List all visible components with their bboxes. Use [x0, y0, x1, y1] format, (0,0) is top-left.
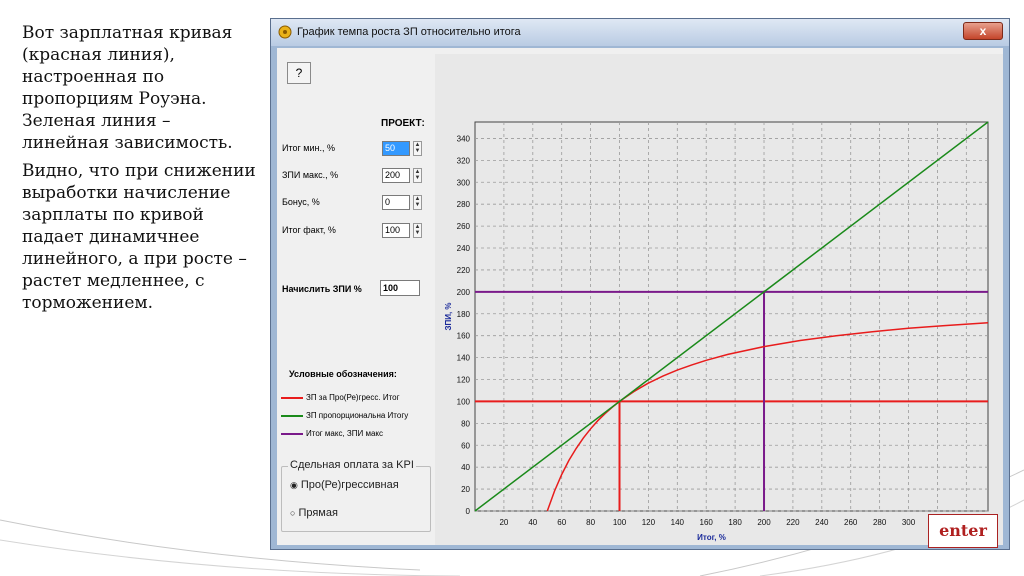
- x-tick-label: 100: [613, 518, 627, 527]
- y-tick-label: 240: [457, 244, 471, 253]
- legend-label-red: ЗП за Про(Ре)гресс. Итог: [306, 393, 400, 402]
- legend-swatch-purple: [281, 432, 303, 435]
- project-label: ПРОЕКТ:: [381, 118, 425, 129]
- x-tick-label: 60: [557, 518, 566, 527]
- accrue-label: Начислить ЗПИ %: [282, 284, 362, 294]
- x-tick-label: 80: [586, 518, 595, 527]
- help-button[interactable]: ?: [287, 62, 311, 84]
- itog-fact-stepper[interactable]: ▲ ▼: [413, 223, 422, 238]
- x-tick-label: 220: [786, 518, 800, 527]
- x-tick-label: 260: [844, 518, 858, 527]
- legend-item-red: ЗП за Про(Ре)гресс. Итог: [281, 393, 400, 402]
- slide-text: Вот зарплатная кривая (красная линия), н…: [22, 22, 260, 320]
- legend-item-green: ЗП пропорциональна Итогу: [281, 411, 408, 420]
- x-tick-label: 280: [873, 518, 887, 527]
- y-tick-label: 260: [457, 222, 471, 231]
- y-tick-label: 220: [457, 266, 471, 275]
- radio-progressive[interactable]: ◉ Про(Ре)грессивная: [290, 479, 399, 491]
- itog-fact-input[interactable]: 100: [382, 223, 410, 238]
- window-titlebar[interactable]: График темпа роста ЗП относительно итога…: [271, 19, 1009, 46]
- enter-button[interactable]: enter: [928, 514, 998, 548]
- field-label-bonus: Бонус, %: [282, 197, 320, 207]
- y-tick-label: 280: [457, 200, 471, 209]
- x-tick-label: 120: [642, 518, 656, 527]
- radio-progressive-label: Про(Ре)грессивная: [300, 479, 399, 491]
- y-tick-label: 320: [457, 156, 471, 165]
- y-tick-label: 340: [457, 134, 471, 143]
- x-tick-label: 160: [700, 518, 714, 527]
- slide-paragraph-1: Вот зарплатная кривая (красная линия), н…: [22, 23, 233, 153]
- itog-min-input[interactable]: 50: [382, 141, 410, 156]
- chart-window: График темпа роста ЗП относительно итога…: [270, 18, 1010, 550]
- x-tick-label: 300: [902, 518, 916, 527]
- radio-direct-label: Прямая: [298, 507, 338, 519]
- y-tick-label: 120: [457, 376, 471, 385]
- y-tick-label: 40: [461, 463, 470, 472]
- payment-group-title: Сдельная оплата за KPI: [288, 459, 416, 471]
- window-title: График темпа роста ЗП относительно итога: [297, 26, 521, 38]
- y-tick-label: 140: [457, 354, 471, 363]
- window-client: ? ПРОЕКТ: Итог мин., % 50 ▲ ▼ ЗПИ макс., …: [277, 48, 1003, 545]
- close-icon: x: [979, 24, 987, 38]
- itog-min-stepper[interactable]: ▲ ▼: [413, 141, 422, 156]
- y-tick-label: 160: [457, 332, 471, 341]
- y-tick-label: 20: [461, 485, 470, 494]
- x-tick-label: 240: [815, 518, 829, 527]
- close-button[interactable]: x: [963, 22, 1003, 40]
- app-icon: [278, 25, 292, 39]
- x-tick-label: 140: [671, 518, 685, 527]
- y-tick-label: 180: [457, 310, 471, 319]
- y-tick-label: 0: [466, 507, 471, 516]
- y-tick-label: 60: [461, 441, 470, 450]
- zpi-max-stepper[interactable]: ▲ ▼: [413, 168, 422, 183]
- y-tick-label: 100: [457, 397, 471, 406]
- legend-label-green: ЗП пропорциональна Итогу: [306, 411, 409, 420]
- x-axis-label: Итог, %: [697, 533, 726, 542]
- x-tick-label: 180: [728, 518, 742, 527]
- slide-paragraph-2: Видно, что при снижении выработки начисл…: [22, 161, 256, 313]
- zpi-max-input[interactable]: 200: [382, 168, 410, 183]
- radio-direct[interactable]: ○ Прямая: [290, 507, 338, 519]
- y-tick-label: 300: [457, 178, 471, 187]
- field-label-itog-min: Итог мин., %: [282, 143, 335, 153]
- radio-selected-icon: ◉: [290, 480, 298, 490]
- series-line-red: [546, 321, 989, 512]
- y-tick-label: 80: [461, 419, 470, 428]
- legend-label-purple: Итог макс, ЗПИ макс: [306, 429, 383, 438]
- y-tick-label: 200: [457, 288, 471, 297]
- bonus-stepper[interactable]: ▲ ▼: [413, 195, 422, 210]
- series-line-green: [474, 121, 989, 512]
- x-tick-label: 20: [499, 518, 508, 527]
- chart-area: 20 40 60 80 100 120 140 160 180 200 220 240 260 280 30…: [435, 54, 1003, 545]
- accrue-input[interactable]: 100: [380, 280, 420, 296]
- legend-title: Условные обозначения:: [289, 369, 397, 379]
- field-label-zpi-max: ЗПИ макс., %: [282, 170, 339, 180]
- x-tick-label: 40: [528, 518, 537, 527]
- radio-unselected-icon: ○: [290, 508, 296, 518]
- chart-svg: 20 40 60 80 100 120 140 160 180 200 220 240 260 280 30…: [444, 121, 989, 542]
- legend-item-purple: Итог макс, ЗПИ макс: [281, 429, 383, 438]
- field-label-itog-fact: Итог факт, %: [282, 225, 336, 235]
- x-tick-label: 200: [757, 518, 771, 527]
- legend-swatch-red: [281, 396, 303, 399]
- payment-groupbox: Сдельная оплата за KPI ◉ Про(Ре)грессивна…: [281, 459, 431, 532]
- bonus-input[interactable]: 0: [382, 195, 410, 210]
- legend-swatch-green: [281, 414, 303, 417]
- y-axis-label: ЗПИ, %: [444, 302, 453, 330]
